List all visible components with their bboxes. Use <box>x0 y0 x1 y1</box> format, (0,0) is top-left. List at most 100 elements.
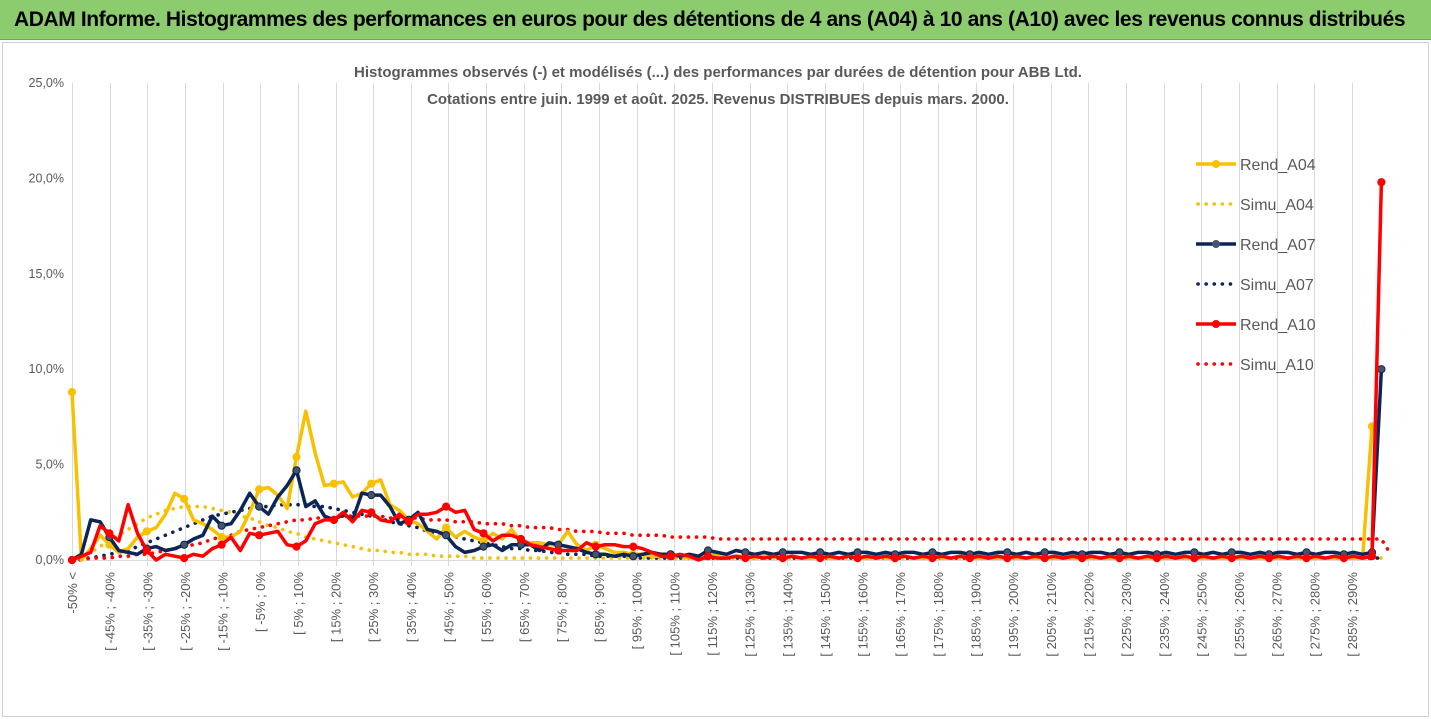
data-point <box>142 527 151 536</box>
y-tick-label: 15,0% <box>29 267 64 281</box>
data-point <box>965 554 974 563</box>
data-point <box>890 554 900 563</box>
x-tick-label: [ -5% ; 0% <box>253 572 268 632</box>
legend-marker <box>1212 240 1220 248</box>
data-point <box>67 555 77 565</box>
data-point <box>180 494 189 503</box>
data-point <box>591 542 600 551</box>
data-point <box>1377 365 1386 374</box>
series-line <box>71 182 1384 562</box>
data-point <box>591 550 600 559</box>
data-point <box>67 388 77 397</box>
x-tick-label: [ 95% ; 100% <box>630 572 645 650</box>
series-layer <box>67 178 1393 565</box>
data-point <box>292 452 301 462</box>
data-point <box>1377 178 1386 187</box>
data-point <box>217 521 226 530</box>
chart-frame <box>2 42 1429 717</box>
x-tick-label: [ 185% ; 190% <box>969 572 984 657</box>
x-tick-label: [ 205% ; 210% <box>1044 572 1059 657</box>
x-tick-label: [ 265% ; 270% <box>1270 572 1285 657</box>
data-point <box>666 552 675 561</box>
data-point <box>367 479 376 488</box>
data-point <box>479 542 488 551</box>
x-axis-ticks: -50% < [ -45% ; -40% [ -35% ; -30% [ -25% ;… <box>65 572 1360 657</box>
x-tick-label: [ 65% ; 70% <box>517 572 532 643</box>
x-tick-label: [ 285% ; 290% <box>1345 572 1360 657</box>
legend-marker <box>1212 320 1220 328</box>
vertical-gridlines <box>72 83 1372 566</box>
legend-item-simu_a07: Simu_A07 <box>1196 277 1314 294</box>
series-line <box>70 502 1384 562</box>
data-point <box>255 531 264 540</box>
x-tick-label: [ -45% ; -40% <box>103 572 118 651</box>
report-title: ADAM Informe. Histogrammes des performan… <box>14 8 1406 31</box>
x-tick-label: [ 15% ; 20% <box>329 572 344 643</box>
data-point <box>442 531 451 540</box>
x-tick-label: [ 35% ; 40% <box>404 572 419 643</box>
data-point <box>1265 554 1274 563</box>
data-point <box>853 554 862 563</box>
x-tick-label: -50% < <box>65 572 80 614</box>
legend-label: Simu_A04 <box>1240 197 1314 214</box>
data-point <box>217 540 226 549</box>
x-tick-label: [ 25% ; 30% <box>366 572 381 643</box>
legend-label: Simu_A07 <box>1240 277 1314 294</box>
x-tick-label: [ 245% ; 250% <box>1194 572 1209 657</box>
data-point <box>778 554 787 563</box>
data-point <box>629 542 638 551</box>
legend-item-rend_a10: Rend_A10 <box>1196 317 1316 334</box>
legend-label: Rend_A04 <box>1240 157 1316 174</box>
legend-item-rend_a04: Rend_A04 <box>1196 157 1316 174</box>
x-tick-label: [ 45% ; 50% <box>441 572 456 643</box>
chart-title: Histogrammes observés (-) et modélisés (… <box>354 64 1082 81</box>
data-point <box>292 542 301 551</box>
x-tick-label: [ 235% ; 240% <box>1157 572 1172 657</box>
y-tick-label: 5,0% <box>36 458 65 472</box>
data-point <box>1078 554 1087 563</box>
data-point <box>442 502 451 511</box>
data-point <box>255 502 264 511</box>
data-point <box>142 546 151 555</box>
data-point <box>816 554 825 563</box>
x-tick-label: [ 85% ; 90% <box>592 572 607 643</box>
legend-label: Rend_A07 <box>1240 237 1316 254</box>
report-banner: ADAM Informe. Histogrammes des performan… <box>0 0 1431 40</box>
data-point <box>1339 554 1349 563</box>
data-point <box>554 546 563 555</box>
x-tick-label: [ 135% ; 140% <box>780 572 795 657</box>
x-tick-label: [ 5% ; 10% <box>291 572 306 635</box>
x-tick-label: [ 115% ; 120% <box>705 572 720 656</box>
data-point <box>292 466 301 475</box>
data-point <box>255 485 264 494</box>
series-simu_a07 <box>70 502 1384 562</box>
data-point <box>1152 554 1162 563</box>
x-tick-label: [ 125% ; 130% <box>743 572 758 657</box>
x-tick-label: [ 75% ; 80% <box>554 572 569 643</box>
x-tick-label: [ 225% ; 230% <box>1119 572 1134 657</box>
x-tick-label: [ 195% ; 200% <box>1006 572 1021 657</box>
data-point <box>1302 554 1311 563</box>
data-point <box>479 529 488 538</box>
data-point <box>329 479 338 488</box>
x-tick-label: [ 145% ; 150% <box>818 572 833 657</box>
data-point <box>180 554 189 563</box>
x-tick-label: [ -25% ; -20% <box>178 572 193 651</box>
y-tick-label: 10,0% <box>29 362 64 376</box>
x-tick-label: [ 105% ; 110% <box>667 572 682 656</box>
legend-item-rend_a07: Rend_A07 <box>1196 237 1316 254</box>
legend: Rend_A04 Simu_A04 Rend_A07 Simu_A07 Rend_A10… <box>1196 157 1316 374</box>
series-line <box>71 369 1384 562</box>
y-tick-label: 20,0% <box>29 171 64 185</box>
data-point <box>703 552 713 561</box>
data-point <box>442 523 451 532</box>
x-tick-label: [ 55% ; 60% <box>479 572 494 643</box>
data-point <box>329 515 338 525</box>
x-tick-label: [ 175% ; 180% <box>931 572 946 657</box>
data-point <box>1115 554 1124 563</box>
legend-item-simu_a10: Simu_A10 <box>1196 357 1314 374</box>
data-point <box>1003 554 1012 563</box>
data-point <box>516 534 526 544</box>
